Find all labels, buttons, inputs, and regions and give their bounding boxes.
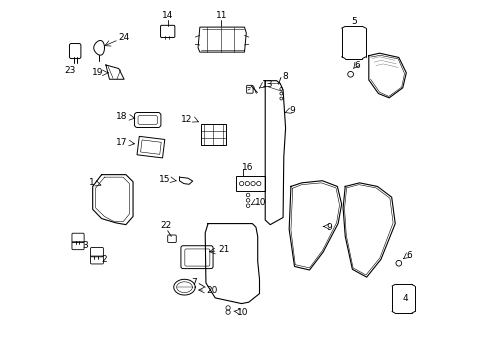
Text: 21: 21 (218, 245, 230, 254)
Text: 13: 13 (261, 80, 273, 89)
Text: 19: 19 (92, 68, 103, 77)
Text: 1: 1 (89, 178, 95, 187)
Text: 9: 9 (288, 106, 294, 115)
Text: 11: 11 (215, 11, 226, 20)
Text: 3: 3 (82, 240, 88, 249)
Text: 18: 18 (116, 112, 127, 121)
Text: 17: 17 (116, 138, 127, 147)
Text: 10: 10 (254, 198, 265, 207)
Text: 4: 4 (402, 294, 407, 303)
Text: 9: 9 (326, 222, 332, 231)
Text: 6: 6 (354, 61, 360, 70)
Text: 6: 6 (405, 251, 411, 260)
Text: 14: 14 (162, 11, 173, 20)
Text: 2: 2 (102, 255, 107, 264)
Text: 20: 20 (205, 286, 217, 295)
Text: 5: 5 (351, 17, 357, 26)
Text: 10: 10 (237, 308, 248, 317)
Text: 16: 16 (242, 163, 253, 172)
Text: 15: 15 (159, 175, 170, 184)
Text: 24: 24 (119, 33, 130, 42)
Text: 8: 8 (282, 72, 287, 81)
Text: 12: 12 (181, 115, 192, 124)
Text: 7: 7 (191, 278, 197, 287)
Text: 23: 23 (65, 66, 76, 75)
Text: 22: 22 (160, 221, 171, 230)
